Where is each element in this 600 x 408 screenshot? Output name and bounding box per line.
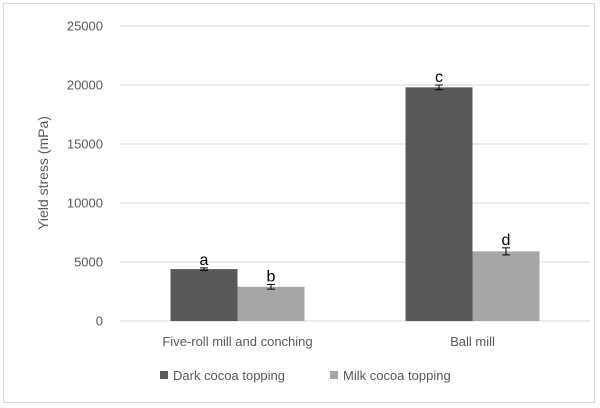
legend-label: Dark cocoa topping bbox=[173, 368, 285, 383]
category-labels: Five-roll mill and conching Ball mill bbox=[162, 334, 495, 349]
bar bbox=[237, 286, 305, 321]
bar bbox=[472, 251, 540, 321]
category-label: Ball mill bbox=[450, 334, 495, 349]
legend-swatch bbox=[160, 371, 168, 379]
y-tick-label: 10000 bbox=[67, 196, 103, 211]
y-axis-title: Yield stress (mPa) bbox=[35, 116, 51, 230]
legend-swatch bbox=[330, 371, 338, 379]
bars: a b c d bbox=[170, 69, 540, 321]
y-tick-label: 0 bbox=[96, 314, 103, 329]
significance-letter: c bbox=[435, 69, 443, 86]
y-tick-label: 5000 bbox=[74, 255, 103, 270]
legend-label: Milk cocoa topping bbox=[343, 368, 451, 383]
significance-letter: b bbox=[267, 268, 276, 285]
bar bbox=[170, 269, 238, 321]
y-tick-label: 15000 bbox=[67, 137, 103, 152]
bar bbox=[405, 87, 473, 321]
category-label: Five-roll mill and conching bbox=[162, 334, 312, 349]
y-tick-labels: 0 5000 10000 15000 20000 25000 bbox=[67, 19, 103, 329]
y-tick-label: 20000 bbox=[67, 78, 103, 93]
y-tick-label: 25000 bbox=[67, 19, 103, 34]
legend: Dark cocoa topping Milk cocoa topping bbox=[160, 368, 451, 383]
gridlines bbox=[120, 25, 590, 263]
significance-letter: d bbox=[502, 232, 511, 249]
significance-letter: a bbox=[200, 252, 209, 269]
